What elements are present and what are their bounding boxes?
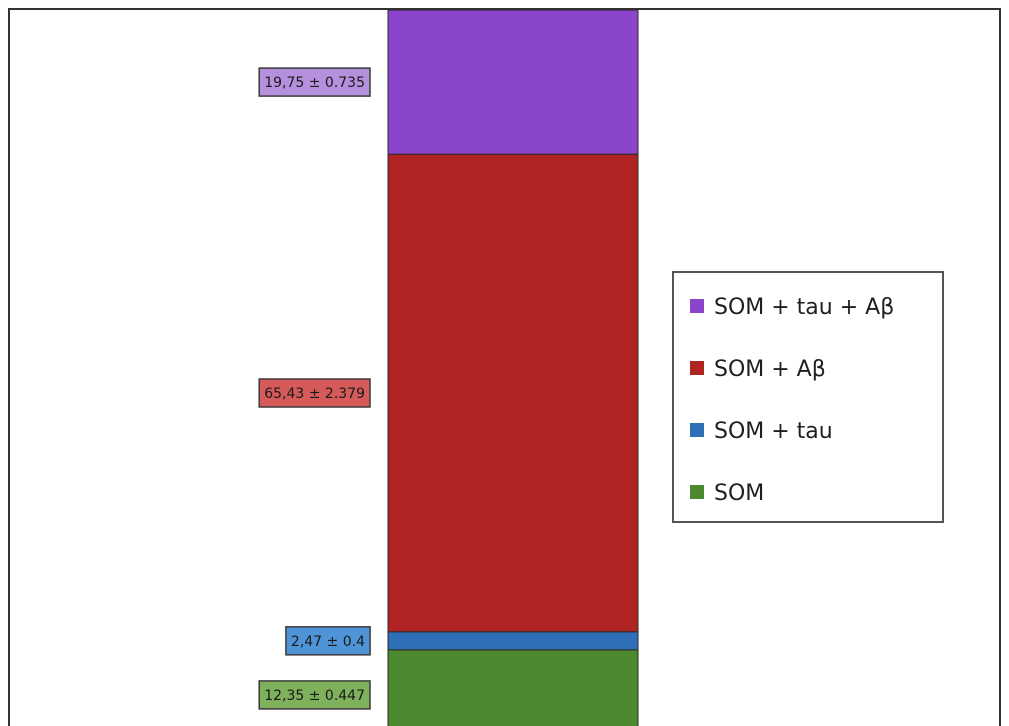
- legend-label-som: SOM: [714, 481, 764, 506]
- bar-segment-som: [387, 649, 639, 726]
- bar-segment-som-tau: [387, 631, 639, 651]
- legend-swatch-som-tau-abeta: [690, 299, 704, 313]
- legend-label-som-abeta: SOM + Aβ: [714, 357, 826, 382]
- bar-segment-som-tau-abeta: [387, 9, 639, 155]
- data-label-som-tau-abeta: 19,75 ± 0.735: [264, 75, 365, 91]
- data-labels-layer: 12,35 ± 0.447 2,47 ± 0.4 65,43 ± 2.379 19,7…: [258, 67, 371, 710]
- bar-segment-som-abeta: [387, 153, 639, 633]
- data-label-box-som-tau: [285, 626, 371, 656]
- data-label-som: 12,35 ± 0.447: [264, 688, 365, 704]
- data-label-box-som: [258, 680, 371, 710]
- legend-box: [672, 271, 944, 523]
- data-label-box-som-tau-abeta: [258, 67, 371, 97]
- data-label-box-som-abeta: [258, 378, 371, 408]
- data-label-som-tau: 2,47 ± 0.4: [291, 634, 365, 650]
- legend-label-som-tau: SOM + tau: [714, 419, 833, 444]
- legend-swatch-som-abeta: [690, 361, 704, 375]
- bars-layer: [387, 9, 639, 726]
- legend-swatch-som: [690, 485, 704, 499]
- data-label-som-abeta: 65,43 ± 2.379: [264, 386, 365, 402]
- legend-swatch-som-tau: [690, 423, 704, 437]
- legend: SOM + tau + Aβ SOM + Aβ SOM + tau SOM: [672, 271, 944, 523]
- legend-label-som-tau-abeta: SOM + tau + Aβ: [714, 295, 894, 320]
